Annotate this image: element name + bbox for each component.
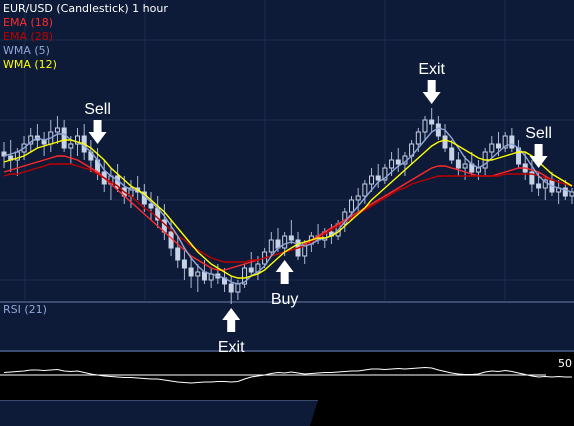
candle-body: [288, 235, 294, 241]
candle-body: [61, 127, 67, 149]
candle-body: [282, 235, 288, 249]
candle-body: [201, 271, 207, 281]
buy-annotation-arrow: [275, 260, 294, 284]
sell-annotation-label: Sell: [84, 101, 111, 118]
series-line-wma-5: [3, 127, 573, 285]
sell-annotation-arrow: [529, 144, 548, 168]
candle-body: [395, 159, 401, 165]
candle-body: [415, 131, 421, 145]
candle-body: [542, 179, 548, 189]
candle-body: [355, 195, 361, 201]
candle-body: [462, 163, 468, 169]
candle-body: [235, 283, 241, 293]
exit-annotation-label: Exit: [218, 339, 245, 356]
black-smudge: [310, 388, 574, 426]
candle-body: [382, 167, 388, 181]
candle-body: [422, 119, 428, 133]
candle-body: [369, 175, 375, 185]
chart-title: EUR/USD (Candlestick) 1 hour: [3, 2, 168, 15]
candle-body: [495, 143, 501, 149]
candle-body: [195, 271, 201, 277]
rsi-line: [3, 366, 572, 384]
candle-body: [529, 171, 535, 185]
indicator-lines: [3, 127, 573, 285]
rsi-level-label: 50: [558, 357, 572, 370]
candle-body: [248, 267, 254, 273]
annotations-layer: Sell Exit Buy Exit Sell: [84, 61, 552, 356]
rsi-label: RSI (21): [3, 303, 47, 316]
candle-body: [562, 187, 568, 197]
candle-body: [509, 135, 515, 149]
candle-body: [489, 143, 495, 153]
candle-body: [442, 135, 448, 149]
candle-body: [536, 183, 542, 189]
series-line-ema-28: [3, 163, 573, 263]
candle-body: [148, 203, 154, 209]
candle-body: [175, 247, 181, 261]
chart-grid: [0, 0, 574, 401]
candle-body: [228, 283, 234, 293]
candle-body: [569, 191, 574, 197]
legend-wma-12: WMA (12): [3, 58, 57, 71]
legend-ema-18: EMA (18): [3, 16, 54, 29]
candle-body: [502, 135, 508, 149]
candle-body: [75, 135, 81, 145]
sell-annotation-label: Sell: [525, 125, 552, 142]
candle-body: [242, 267, 248, 285]
candle-body: [449, 147, 455, 161]
sell-annotation-arrow: [88, 120, 107, 144]
buy-annotation-label: Buy: [271, 291, 299, 308]
candle-body: [188, 267, 194, 277]
candle-body: [68, 143, 74, 149]
exit-annotation-arrow: [222, 308, 241, 332]
candle-body: [375, 175, 381, 181]
exit-annotation-label: Exit: [418, 61, 445, 78]
series-line-wma-12: [3, 139, 573, 279]
candle-body: [181, 259, 187, 269]
candle-body: [389, 159, 395, 169]
candle-body: [362, 183, 368, 197]
candle-body: [348, 199, 354, 213]
candle-body: [268, 239, 274, 253]
series-line-ema-18: [3, 155, 573, 271]
exit-annotation-arrow: [422, 80, 441, 104]
candle-body: [54, 127, 60, 133]
legend-ema-28: EMA (28): [3, 30, 54, 43]
candle-body: [429, 119, 435, 125]
legend-wma-5: WMA (5): [3, 44, 50, 57]
candle-body: [435, 123, 441, 137]
candle-body: [455, 159, 461, 169]
